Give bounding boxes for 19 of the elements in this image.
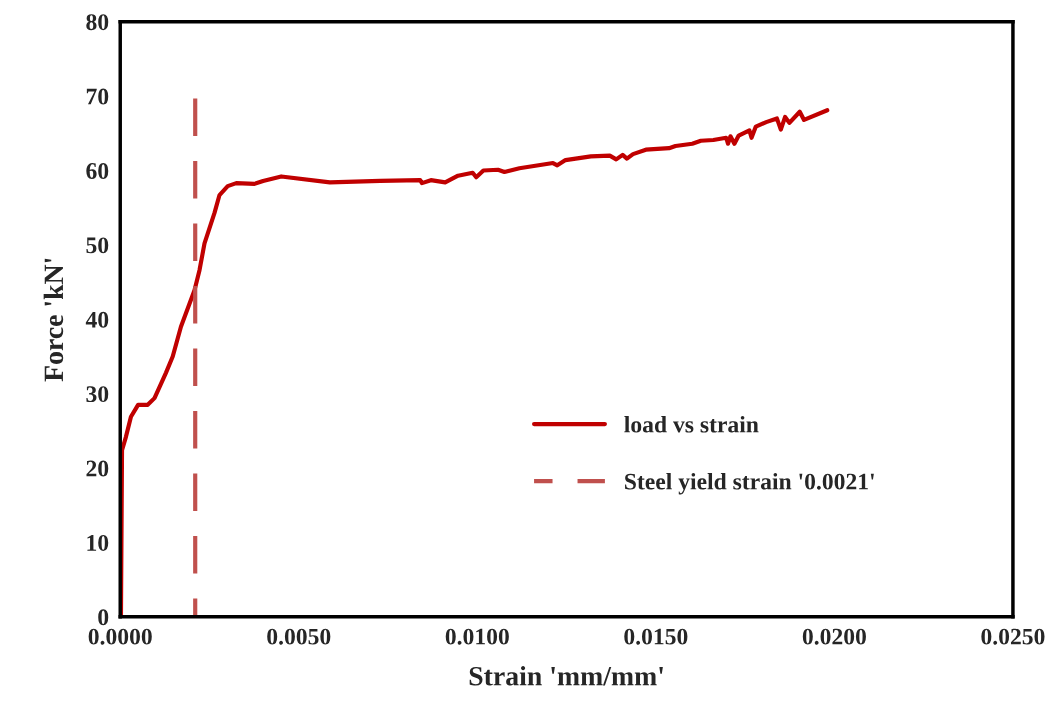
x-tick-label: 0.0250 bbox=[981, 628, 1045, 645]
legend-label: Steel yield strain '0.0021' bbox=[625, 472, 874, 495]
y-tick-label: 30 bbox=[86, 386, 109, 403]
y-axis-title: Force 'kN' bbox=[43, 258, 64, 382]
y-tick-label: 70 bbox=[86, 88, 109, 105]
y-tick-label: 40 bbox=[85, 311, 109, 328]
x-tick-label: 0.0100 bbox=[445, 628, 509, 645]
y-tick-label: 0 bbox=[98, 609, 109, 626]
y-tick-label: 60 bbox=[86, 162, 109, 179]
x-tick-label: 0.0000 bbox=[88, 628, 152, 645]
x-tick-label: 0.0150 bbox=[624, 628, 688, 645]
legend-label: load vs strain bbox=[624, 415, 759, 433]
y-tick-label: 20 bbox=[86, 460, 109, 477]
x-tick-label: 0.0050 bbox=[267, 628, 331, 645]
y-tick-label: 50 bbox=[86, 237, 109, 254]
x-axis-title: Strain 'mm/mm' bbox=[469, 666, 663, 686]
x-tick-label: 0.0200 bbox=[802, 628, 866, 645]
y-tick-label: 80 bbox=[86, 14, 109, 31]
y-tick-label: 10 bbox=[87, 534, 109, 551]
